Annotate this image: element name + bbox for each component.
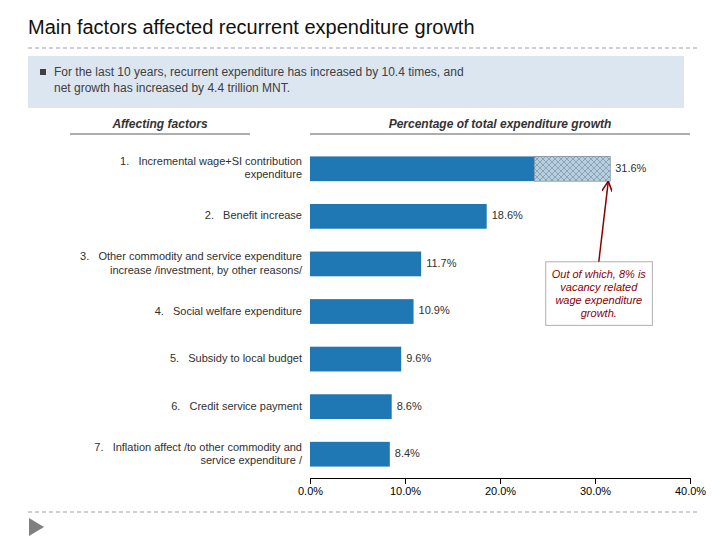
x-tick: 20.0%	[485, 478, 516, 497]
annotation-arrow	[599, 182, 608, 262]
text-line: 5. Subsidy to local budget	[170, 352, 302, 364]
text-line: 3. Other commodity and service expenditu…	[80, 250, 302, 262]
bar	[310, 204, 487, 229]
hatched-segment	[534, 156, 610, 181]
x-tick-mark	[500, 478, 501, 484]
x-tick-label: 30.0%	[580, 485, 611, 497]
text-line: wage expenditure	[555, 294, 642, 306]
text-line: expenditure	[226, 168, 302, 180]
text-line: vacancy related	[560, 281, 638, 293]
x-tick-mark	[595, 478, 596, 484]
data-label: 8.4%	[395, 447, 420, 459]
bottom-rule	[28, 512, 698, 513]
y-tick-label: 4. Social welfare expenditure	[155, 304, 302, 316]
y-tick-label: 5. Subsidy to local budget	[170, 352, 302, 364]
text-line: 4. Social welfare expenditure	[155, 304, 302, 316]
subtitle-bullet	[40, 69, 46, 75]
annotation: Out of which, 8% isvacancy relatedwage e…	[552, 268, 647, 320]
text-line: 1. Incremental wage+SI contribution	[120, 155, 302, 167]
y-axis-title: Affecting factors	[111, 117, 207, 131]
chart: Main factors affected recurrent expendit…	[0, 0, 720, 540]
subtitle: For the last 10 years, recurrent expendi…	[54, 65, 464, 95]
annotation-box	[546, 262, 653, 326]
data-label: 18.6%	[492, 209, 523, 221]
y-tick: 2. Benefit increase	[205, 209, 302, 221]
data-labels: 31.6% 18.6% 11.7% 10.9% 9.6% 8.6% 8.4%	[395, 162, 647, 459]
data-label: 9.6%	[406, 352, 431, 364]
y-tick-label: 7. Inflation affect /to other commodity …	[94, 441, 303, 466]
text-line: For the last 10 years, recurrent expendi…	[54, 65, 464, 79]
x-tick: 10.0%	[390, 478, 421, 497]
text-line: net growth has increased by 4.4 trillion…	[54, 81, 290, 95]
annotation-group: Out of which, 8% isvacancy relatedwage e…	[546, 182, 653, 325]
bar	[310, 252, 421, 277]
text-line: Out of which, 8% is	[552, 268, 647, 280]
bar	[310, 394, 392, 419]
y-axis-title-underline	[70, 134, 250, 135]
title: Main factors affected recurrent expendit…	[28, 16, 475, 38]
y-tick: 7. Inflation affect /to other commodity …	[94, 441, 303, 466]
data-label: 10.9%	[419, 304, 450, 316]
text-line: growth.	[581, 307, 617, 319]
y-tick-label: 6. Credit service payment	[171, 400, 302, 412]
text-line: 2. Benefit increase	[205, 209, 302, 221]
y-tick: 3. Other commodity and service expenditu…	[80, 250, 303, 275]
x-axis-title: Percentage of total expenditure growth	[389, 117, 612, 131]
text-line: 6. Credit service payment	[171, 400, 302, 412]
x-axis: 0.0% 10.0% 20.0% 30.0% 40.0%	[298, 478, 706, 497]
x-tick-label: 0.0%	[298, 485, 323, 497]
x-axis-title-underline	[310, 134, 690, 135]
x-tick: 0.0%	[298, 478, 323, 497]
y-tick: 5. Subsidy to local budget	[170, 352, 302, 364]
y-tick: 4. Social welfare expenditure	[155, 304, 302, 316]
x-tick-label: 40.0%	[675, 485, 706, 497]
x-tick-mark	[405, 478, 406, 484]
text-line: increase /investment, by other reasons/	[92, 263, 303, 275]
text-line: service expenditure /	[182, 454, 303, 466]
x-tick-label: 10.0%	[390, 485, 421, 497]
y-tick-label: 1. Incremental wage+SI contribution expe…	[120, 155, 302, 180]
y-tick: 1. Incremental wage+SI contribution expe…	[120, 155, 302, 180]
x-tick: 40.0%	[675, 478, 706, 497]
data-label: 11.7%	[426, 257, 457, 269]
text-line: 7. Inflation affect /to other commodity …	[94, 441, 302, 453]
subtitle-box	[28, 56, 684, 108]
x-tick-mark	[690, 478, 691, 484]
data-label: 31.6%	[615, 162, 646, 174]
y-tick-label: 2. Benefit increase	[205, 209, 302, 221]
x-axis-domain	[311, 479, 691, 485]
y-tick-label: 3. Other commodity and service expenditu…	[80, 250, 303, 275]
bar	[310, 347, 401, 372]
y-axis: 1. Incremental wage+SI contribution expe…	[80, 155, 303, 466]
play-triangle	[29, 518, 44, 536]
bar	[310, 442, 390, 467]
data-label: 8.6%	[397, 400, 422, 412]
x-tick-label: 20.0%	[485, 485, 516, 497]
bar	[310, 156, 610, 181]
y-tick: 6. Credit service payment	[171, 400, 302, 412]
title-rule	[28, 48, 698, 49]
bar	[310, 299, 414, 324]
x-tick: 30.0%	[580, 478, 611, 497]
x-tick-mark	[310, 478, 311, 484]
